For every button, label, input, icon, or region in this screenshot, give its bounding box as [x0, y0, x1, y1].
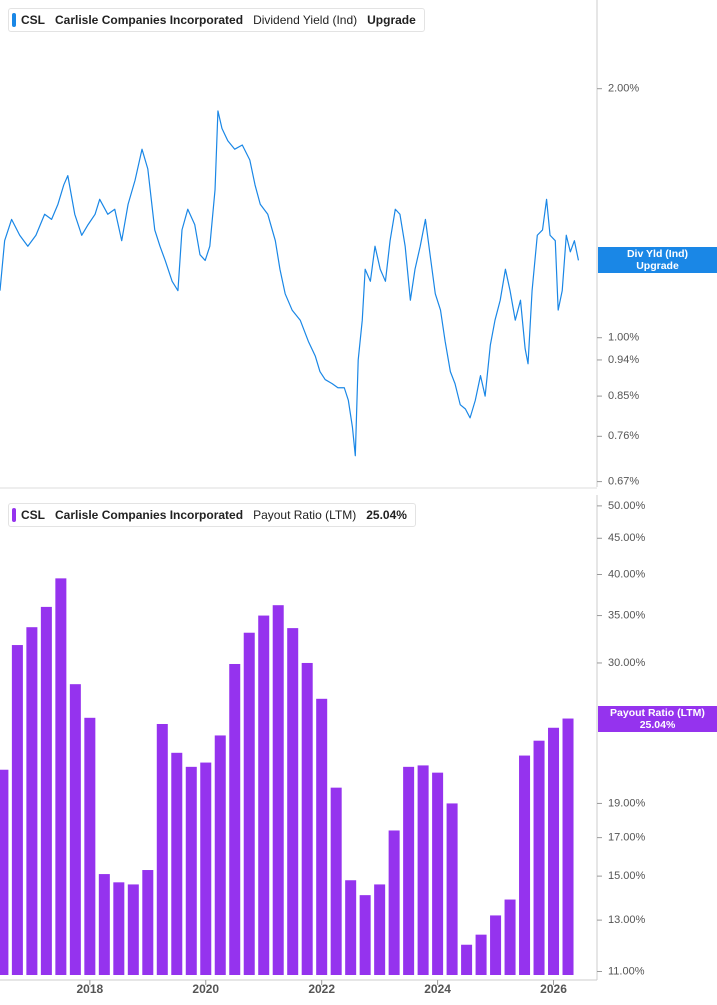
y-tick-label: 19.00%	[608, 797, 646, 809]
legend: CSL Carlisle Companies Incorporated Payout…	[8, 503, 416, 527]
y-tick-label: 1.00%	[608, 332, 639, 344]
series-name: Payout Ratio (LTM)	[253, 508, 357, 522]
value-text: 25.04%	[366, 508, 407, 522]
bar	[432, 772, 444, 975]
bar	[533, 740, 545, 975]
y-tick-label: 35.00%	[608, 609, 646, 621]
x-tick-label: 2022	[308, 982, 335, 996]
ticker: CSL	[21, 508, 45, 522]
bar	[200, 762, 212, 975]
bar	[330, 787, 342, 975]
bar	[359, 895, 371, 975]
bar	[403, 766, 415, 975]
y-tick-label: 0.76%	[608, 430, 639, 442]
y-tick-label: 11.00%	[608, 965, 645, 977]
bar	[11, 645, 23, 975]
y-tick-label: 13.00%	[608, 914, 646, 926]
bar	[142, 870, 154, 975]
bar	[0, 769, 9, 975]
tag-value: Upgrade	[636, 260, 679, 273]
y-tick-label: 45.00%	[608, 532, 646, 544]
bar	[345, 880, 357, 975]
bar	[417, 765, 429, 975]
bar	[301, 662, 313, 975]
y-tick-label: 17.00%	[608, 832, 646, 844]
value-text: Upgrade	[367, 13, 416, 27]
bar	[98, 874, 110, 975]
x-tick-label: 2018	[76, 982, 103, 996]
tag-value: 25.04%	[639, 718, 676, 731]
bar	[69, 684, 81, 975]
legend-swatch	[12, 508, 16, 522]
bar	[258, 615, 270, 975]
x-tick-label: 2024	[424, 982, 451, 996]
value-tag: Div Yld (Ind) Upgrade	[598, 247, 717, 274]
y-tick-label: 0.85%	[608, 390, 639, 402]
y-tick-label: 2.00%	[608, 83, 639, 95]
y-tick-label: 50.00%	[608, 500, 646, 512]
legend: CSL Carlisle Companies Incorporated Divide…	[8, 8, 425, 32]
bar	[171, 752, 183, 975]
y-tick-label: 15.00%	[608, 870, 646, 882]
bar	[243, 632, 255, 975]
bar	[562, 718, 574, 975]
series-name: Dividend Yield (Ind)	[253, 13, 358, 27]
bar	[272, 605, 284, 975]
value-tag: Payout Ratio (LTM) 25.04%	[598, 705, 717, 732]
bar	[316, 698, 328, 975]
bar	[185, 766, 197, 975]
bar	[156, 723, 168, 975]
line-series	[0, 110, 580, 457]
bar	[548, 727, 560, 975]
y-tick-label: 40.00%	[608, 568, 646, 580]
bar	[55, 578, 67, 975]
x-tick-label: 2026	[540, 982, 567, 996]
bar	[287, 628, 299, 975]
bar	[490, 915, 502, 975]
bar	[475, 934, 487, 975]
tag-name: Payout Ratio (LTM)	[610, 706, 705, 719]
bar	[504, 899, 516, 975]
bar	[40, 606, 52, 975]
bar	[26, 627, 38, 975]
y-tick-label: 30.00%	[608, 657, 646, 669]
bar	[374, 884, 386, 975]
y-tick-label: 0.67%	[608, 476, 639, 488]
bar	[127, 884, 139, 975]
bar	[446, 803, 458, 975]
bar	[519, 755, 531, 975]
bar	[84, 717, 96, 975]
bar	[461, 944, 473, 975]
legend-swatch	[12, 13, 16, 27]
y-tick-label: 0.94%	[608, 354, 639, 366]
ticker: CSL	[21, 13, 45, 27]
bar	[388, 830, 400, 975]
x-tick-label: 2020	[192, 982, 219, 996]
bar	[229, 663, 241, 975]
company: Carlisle Companies Incorporated	[55, 508, 244, 522]
company: Carlisle Companies Incorporated	[55, 13, 244, 27]
bar	[113, 882, 125, 975]
tag-name: Div Yld (Ind)	[626, 248, 689, 261]
bar	[214, 735, 226, 975]
